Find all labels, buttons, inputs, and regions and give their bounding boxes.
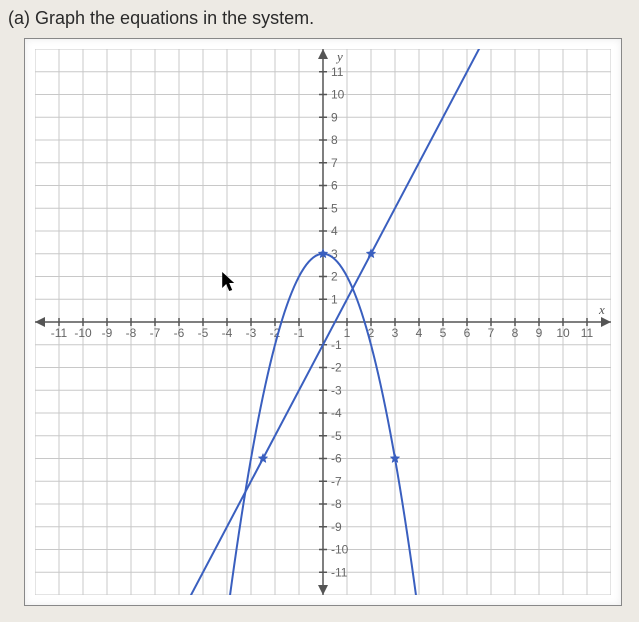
- chart-plot-area: -11-10-9-8-7-6-5-4-3-2-11234567891011-11…: [35, 49, 611, 595]
- svg-text:-1: -1: [331, 338, 342, 352]
- svg-text:8: 8: [331, 133, 338, 147]
- svg-text:2: 2: [331, 270, 338, 284]
- svg-text:10: 10: [556, 326, 570, 340]
- svg-text:-3: -3: [331, 383, 342, 397]
- svg-text:3: 3: [392, 326, 399, 340]
- svg-text:5: 5: [331, 201, 338, 215]
- svg-text:4: 4: [331, 224, 338, 238]
- chart-frame: -11-10-9-8-7-6-5-4-3-2-11234567891011-11…: [24, 38, 622, 606]
- svg-text:-8: -8: [331, 497, 342, 511]
- svg-text:-7: -7: [331, 474, 342, 488]
- svg-text:11: 11: [331, 65, 344, 79]
- svg-text:4: 4: [416, 326, 423, 340]
- svg-text:1: 1: [331, 292, 338, 306]
- svg-text:-4: -4: [331, 406, 342, 420]
- svg-text:1: 1: [344, 326, 351, 340]
- svg-text:10: 10: [331, 88, 345, 102]
- coordinate-plane: -11-10-9-8-7-6-5-4-3-2-11234567891011-11…: [35, 49, 611, 595]
- svg-text:5: 5: [440, 326, 447, 340]
- svg-text:-10: -10: [74, 326, 92, 340]
- svg-text:-7: -7: [150, 326, 161, 340]
- svg-text:11: 11: [581, 326, 594, 340]
- question-prompt: (a) Graph the equations in the system.: [8, 8, 314, 29]
- svg-text:-3: -3: [246, 326, 257, 340]
- svg-text:y: y: [335, 49, 343, 64]
- svg-text:7: 7: [488, 326, 495, 340]
- svg-text:-11: -11: [51, 326, 68, 340]
- svg-text:-5: -5: [331, 429, 342, 443]
- svg-text:-11: -11: [331, 565, 348, 579]
- svg-text:-10: -10: [331, 543, 349, 557]
- svg-text:-6: -6: [331, 452, 342, 466]
- svg-text:-5: -5: [198, 326, 209, 340]
- svg-text:-2: -2: [331, 361, 342, 375]
- svg-text:-8: -8: [126, 326, 137, 340]
- svg-text:6: 6: [464, 326, 471, 340]
- page-root: (a) Graph the equations in the system. -…: [0, 0, 639, 622]
- svg-text:7: 7: [331, 156, 338, 170]
- svg-text:-6: -6: [174, 326, 185, 340]
- svg-text:8: 8: [512, 326, 519, 340]
- svg-text:-9: -9: [102, 326, 113, 340]
- svg-text:-4: -4: [222, 326, 233, 340]
- svg-text:9: 9: [536, 326, 543, 340]
- svg-text:9: 9: [331, 110, 338, 124]
- svg-text:-9: -9: [331, 520, 342, 534]
- svg-text:x: x: [598, 302, 605, 317]
- svg-text:-1: -1: [294, 326, 305, 340]
- svg-text:6: 6: [331, 179, 338, 193]
